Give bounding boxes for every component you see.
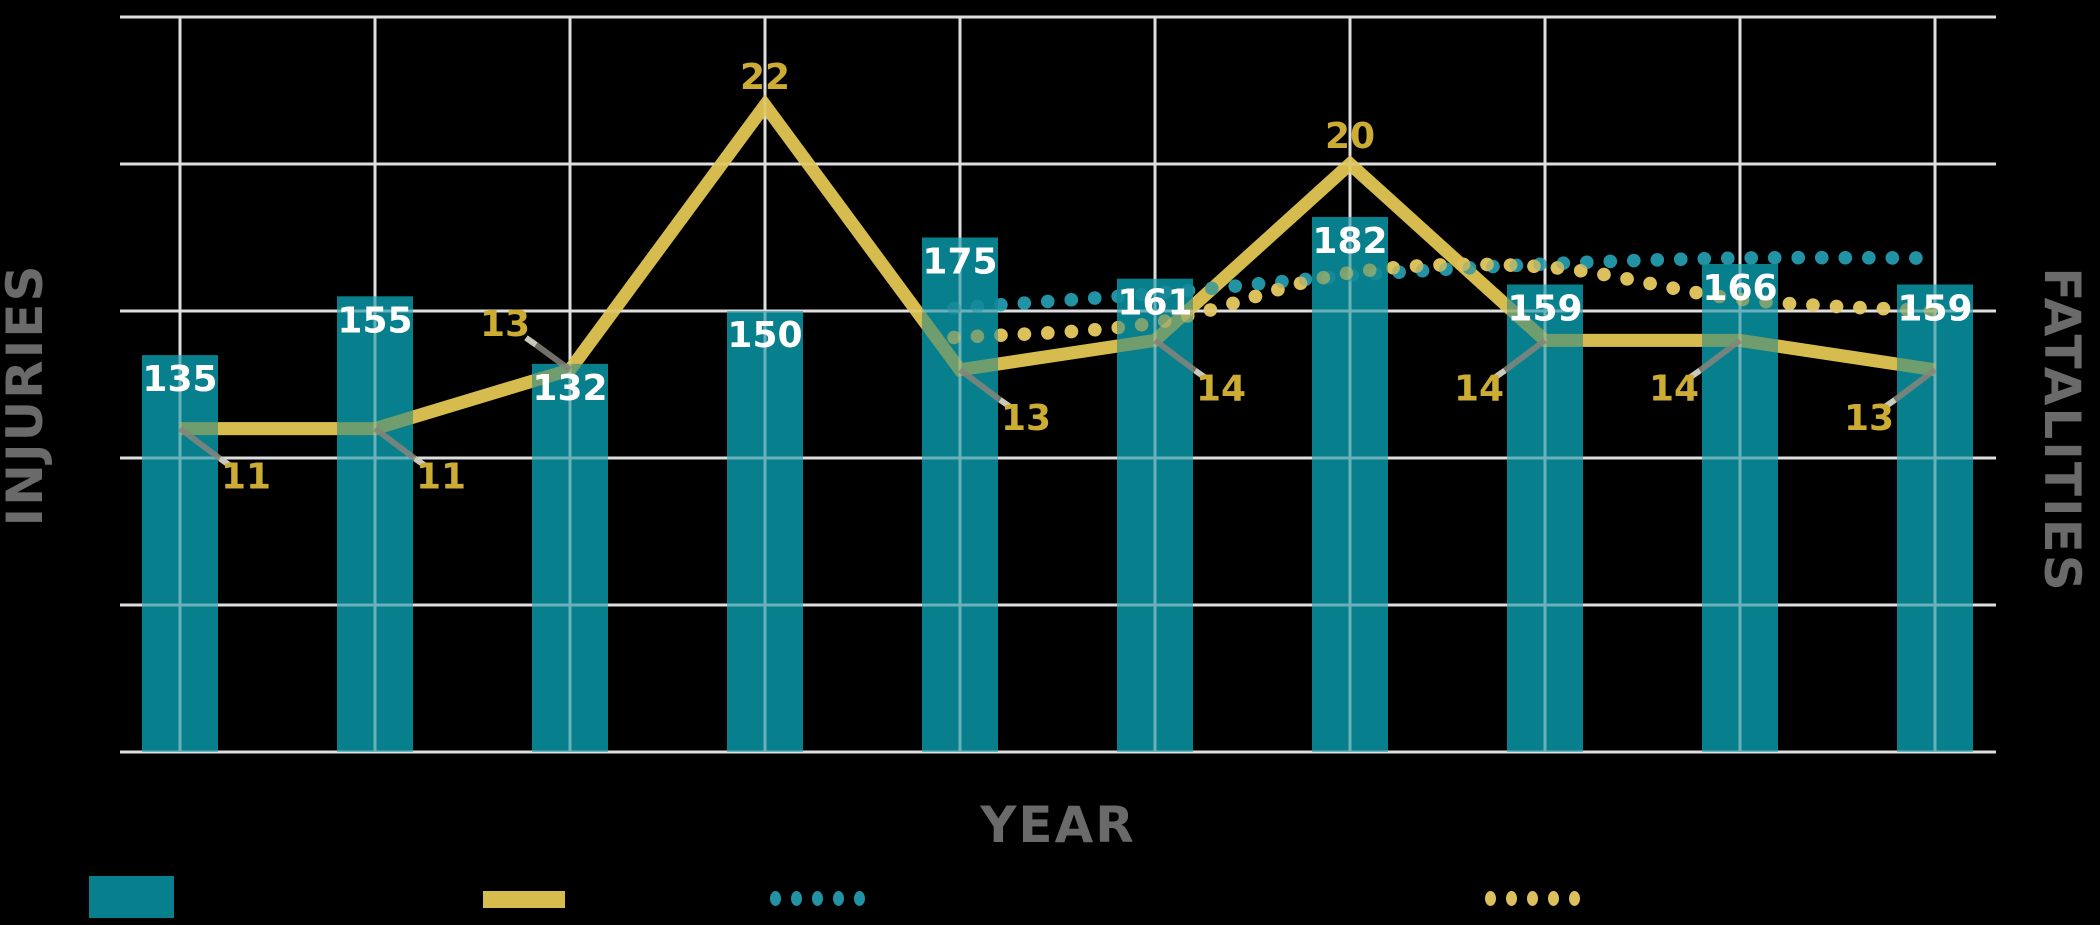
injuries-value-label: 135 bbox=[142, 359, 217, 400]
leader-line bbox=[1893, 367, 1937, 403]
injuries-value-label: 132 bbox=[532, 368, 607, 409]
fatalities-value-label: 14 bbox=[1649, 368, 1699, 409]
fatalities-value-label: 11 bbox=[416, 457, 466, 498]
left-axis-title: INJURIES bbox=[0, 263, 54, 527]
leader-line-tip bbox=[998, 397, 1012, 410]
fatalities-value-label: 22 bbox=[740, 57, 790, 98]
leader-line bbox=[534, 342, 572, 373]
leader-line-tip bbox=[413, 456, 427, 469]
fatalities-value-label: 13 bbox=[1001, 398, 1051, 439]
injuries-value-label: 159 bbox=[1897, 289, 1972, 330]
injuries-value-label: 166 bbox=[1702, 268, 1777, 309]
leader-line-tip bbox=[524, 335, 538, 348]
injuries-value-label: 182 bbox=[1312, 221, 1387, 262]
leader-line bbox=[1503, 338, 1547, 373]
injuries-value-label: 161 bbox=[1117, 283, 1192, 324]
right-axis-title: FATALITIES bbox=[2033, 267, 2091, 593]
value-labels: 135 155 132 150 175 161 182 159 166 159 11 11 13 22 13… bbox=[142, 57, 1972, 497]
fatalities-value-label: 20 bbox=[1325, 116, 1375, 157]
leader-line-tip bbox=[218, 456, 232, 469]
leader-line-tip bbox=[1193, 367, 1207, 380]
fatalities-value-label: 14 bbox=[1454, 368, 1504, 409]
injuries-value-label: 175 bbox=[922, 242, 997, 283]
leader-line-tip bbox=[1688, 367, 1702, 380]
injuries-value-label: 159 bbox=[1507, 289, 1582, 330]
injuries-value-label: 150 bbox=[727, 315, 802, 356]
leader-line bbox=[1698, 338, 1742, 373]
leader-line bbox=[1153, 338, 1197, 373]
leader-line-tip bbox=[1883, 397, 1897, 410]
fatalities-value-label: 11 bbox=[221, 457, 271, 498]
leader-lines bbox=[178, 335, 1937, 469]
leader-line bbox=[178, 426, 222, 461]
leader-line bbox=[958, 367, 1002, 403]
x-axis-title: YEAR bbox=[980, 796, 1136, 854]
injuries-value-label: 155 bbox=[337, 300, 412, 341]
fatalities-value-label: 14 bbox=[1196, 368, 1246, 409]
leader-line bbox=[373, 426, 417, 461]
leader-line-tip bbox=[1493, 367, 1507, 380]
fatalities-value-label: 13 bbox=[1844, 398, 1894, 439]
fatalities-value-label: 13 bbox=[480, 304, 530, 345]
